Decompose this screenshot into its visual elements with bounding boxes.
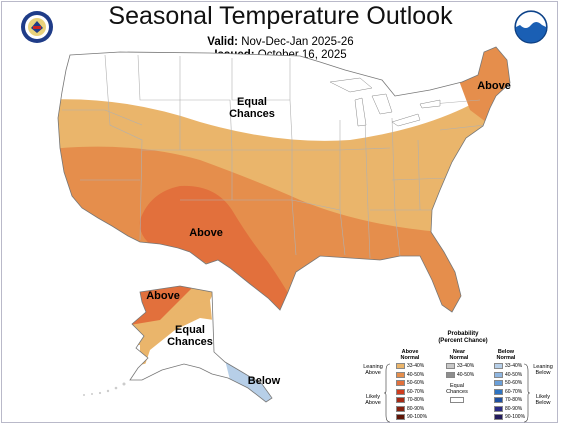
below-legend-swatch — [494, 371, 503, 378]
equal-chances-legend-label: Equal Chances — [440, 383, 474, 395]
below-legend-swatch — [494, 414, 503, 420]
above-legend-bin-label: 70-80% — [407, 397, 425, 403]
legend-subtitle-text: (Percent Chance) — [438, 337, 488, 344]
above-alaska-label: Above — [146, 290, 180, 302]
alaska-outline — [129, 285, 273, 403]
below-legend-swatch — [494, 388, 503, 395]
equal-chances-alaska-line1: Equal — [175, 324, 205, 336]
below-normal-header: Below Normal — [486, 349, 526, 361]
near-header-line1: Near — [452, 349, 466, 355]
near-legend-swatch — [446, 371, 455, 378]
valid-label: Valid: — [207, 36, 238, 48]
above-header-line2: Normal — [400, 355, 420, 362]
below-legend-bin-label: 40-50% — [505, 371, 523, 378]
commerce-seal-logo — [21, 11, 53, 43]
near-header-line2: Normal — [449, 355, 469, 362]
map-title: Seasonal Temperature Outlook — [108, 2, 453, 30]
below-legend-swatch — [494, 397, 503, 403]
leaning-below-label: Leaning Below — [530, 364, 556, 377]
above-legend-bin-label: 90-100% — [407, 414, 428, 420]
above-legend-bin-label: 80-90% — [407, 405, 425, 412]
near-legend-bin-label: 33-40% — [457, 363, 475, 369]
above-legend-swatch — [396, 388, 405, 395]
below-header-line2: Normal — [496, 355, 516, 362]
below-brace — [523, 363, 530, 423]
below-header-line1: Below — [497, 349, 515, 355]
below-legend-bin-label: 70-80% — [505, 397, 523, 403]
above-legend-bin-label: 33-40% — [407, 363, 425, 369]
valid-line: Valid: Nov-Dec-Jan 2025-26 — [0, 36, 561, 48]
equal-chances-conus-line2: Chances — [229, 107, 275, 120]
likely-below-label: Likely Below — [530, 394, 556, 407]
leaning-above-label: Leaning Above — [360, 364, 386, 377]
leaning-below-line1: Leaning — [533, 364, 553, 370]
above-legend-swatch — [396, 371, 405, 378]
above-legend-swatch — [396, 414, 405, 420]
leaning-below-line2: Below — [535, 370, 551, 377]
below-legend-swatch — [494, 363, 503, 369]
legend-title-text: Probability — [447, 331, 479, 337]
equal-chances-alaska-label: Equal Chances — [160, 324, 220, 348]
likely-above-label: Likely Above — [360, 394, 386, 407]
leaning-above-line1: Leaning — [363, 364, 383, 370]
below-legend-bin-label: 80-90% — [505, 405, 523, 412]
above-legend-bin-label: 40-50% — [407, 371, 425, 378]
likely-above-line1: Likely — [365, 394, 381, 400]
above-legend-swatch — [396, 380, 405, 386]
near-legend-bin-label: 40-50% — [457, 371, 475, 378]
above-legend-swatch — [396, 363, 405, 369]
valid-value: Nov-Dec-Jan 2025-26 — [241, 36, 354, 48]
above-header-line1: Above — [401, 349, 419, 355]
above-northeast-label: Above — [477, 80, 511, 92]
below-alaska-label: Below — [247, 375, 281, 387]
below-legend-swatch — [494, 405, 503, 412]
above-legend-bin-label: 60-70% — [407, 388, 425, 395]
great-lakes — [329, 77, 441, 127]
below-legend-bin-label: 60-70% — [505, 388, 523, 395]
above-legend-swatch — [396, 397, 405, 403]
equal-chances-swatch — [450, 397, 464, 403]
equal-chances-conus-label: Equal Chances — [222, 96, 282, 120]
above-legend-bin-label: 50-60% — [407, 380, 425, 386]
noaa-logo — [514, 10, 548, 44]
likely-above-line2: Above — [365, 400, 381, 407]
leaning-above-line2: Above — [365, 370, 381, 377]
above-southwest-label: Above — [189, 227, 223, 239]
equal-chances-legend-line2: Chances — [446, 389, 468, 396]
near-normal-header: Near Normal — [442, 349, 476, 361]
conus-outline — [57, 46, 511, 313]
below-legend-bin-label: 90-100% — [505, 414, 526, 420]
equal-chances-alaska-line2: Chances — [167, 335, 213, 348]
equal-chances-conus-line1: Equal — [237, 96, 267, 108]
above-brace — [384, 363, 391, 423]
below-legend-bin-label: 33-40% — [505, 363, 523, 369]
below-legend-swatch — [494, 380, 503, 386]
below-legend-bin-label: 50-60% — [505, 380, 523, 386]
equal-chances-legend-line1: Equal — [449, 383, 465, 389]
above-normal-header: Above Normal — [390, 349, 430, 361]
probability-legend: Probability (Percent Chance) Above Norma… — [360, 331, 560, 426]
near-legend-swatch — [446, 363, 455, 369]
likely-below-line1: Likely — [535, 394, 551, 400]
above-legend-swatch — [396, 405, 405, 412]
aleutian-islands — [83, 382, 126, 396]
legend-title: Probability (Percent Chance) — [418, 331, 508, 344]
likely-below-line2: Below — [535, 400, 551, 407]
